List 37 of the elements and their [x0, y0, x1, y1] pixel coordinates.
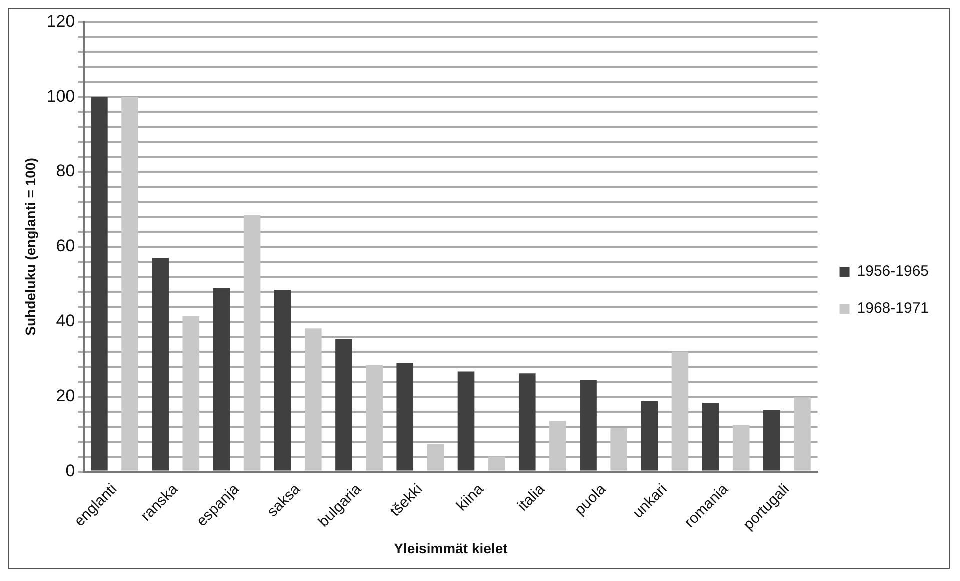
bar — [213, 288, 230, 471]
y-tick-label: 40 — [56, 312, 76, 331]
y-tick-label: 60 — [56, 236, 76, 256]
x-tick-label: kiina — [453, 480, 488, 515]
y-tick-label: 100 — [46, 86, 76, 106]
x-tick-label: italia — [514, 480, 549, 515]
bar — [672, 352, 689, 471]
bar — [764, 410, 780, 471]
bar — [122, 97, 138, 471]
bar — [794, 398, 811, 471]
legend-label: 1968-1971 — [857, 300, 929, 318]
bar — [732, 425, 750, 471]
bar — [182, 316, 200, 471]
bar — [610, 428, 628, 471]
bar — [427, 444, 444, 471]
bar — [641, 401, 658, 471]
bar — [152, 258, 169, 471]
bar — [336, 340, 352, 471]
y-axis-title: Suhdeluku (englanti = 100) — [22, 158, 38, 336]
bar — [580, 380, 597, 471]
bar — [488, 456, 506, 471]
y-tick-label: 20 — [56, 386, 76, 406]
y-tick-label: 120 — [46, 12, 76, 31]
bar — [518, 374, 536, 471]
bar — [91, 97, 108, 471]
bar — [274, 290, 292, 471]
bar — [458, 372, 475, 471]
x-axis-title: Yleisimmät kielet — [394, 540, 508, 556]
bar — [366, 365, 383, 471]
bar — [396, 363, 414, 471]
bar — [305, 328, 322, 471]
legend-label: 1956-1965 — [857, 263, 929, 280]
bar — [550, 421, 566, 471]
y-tick-label: 0 — [66, 461, 76, 480]
bar — [702, 403, 720, 471]
y-tick-label: 80 — [56, 162, 76, 181]
bar — [244, 216, 261, 471]
